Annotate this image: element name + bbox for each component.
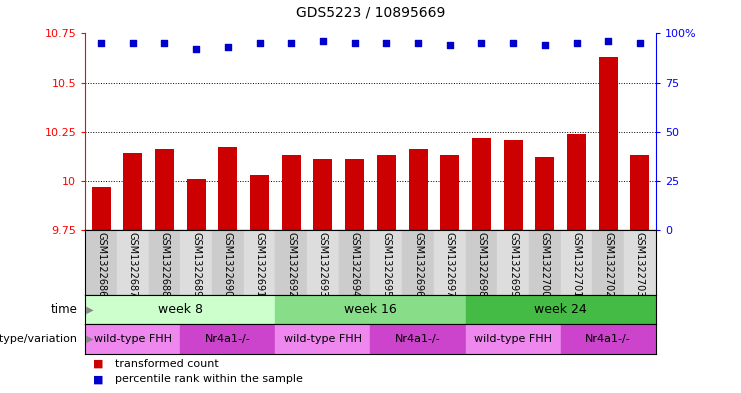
Text: genotype/variation: genotype/variation xyxy=(0,334,78,344)
Text: GSM1322686: GSM1322686 xyxy=(96,233,106,298)
Text: GSM1322689: GSM1322689 xyxy=(191,233,201,298)
Text: week 8: week 8 xyxy=(158,303,203,316)
Point xyxy=(285,40,297,46)
Text: week 24: week 24 xyxy=(534,303,587,316)
Bar xyxy=(149,230,180,295)
Bar xyxy=(631,155,649,230)
Bar xyxy=(402,230,434,295)
Text: GSM1322692: GSM1322692 xyxy=(286,233,296,298)
Point xyxy=(222,44,233,50)
Bar xyxy=(92,187,110,230)
Point xyxy=(317,38,329,44)
Bar xyxy=(377,155,396,230)
Point xyxy=(253,40,265,46)
Text: GSM1322691: GSM1322691 xyxy=(255,233,265,298)
Bar xyxy=(307,230,339,295)
Bar xyxy=(187,179,206,230)
Bar xyxy=(567,134,586,230)
Bar xyxy=(370,230,402,295)
Bar xyxy=(624,230,656,295)
Bar xyxy=(561,230,592,295)
Text: GSM1322699: GSM1322699 xyxy=(508,233,518,298)
Bar xyxy=(85,230,117,295)
Text: transformed count: transformed count xyxy=(115,358,219,369)
Point xyxy=(507,40,519,46)
Text: time: time xyxy=(51,303,78,316)
Bar xyxy=(85,324,180,354)
Bar xyxy=(276,295,465,324)
Point xyxy=(380,40,392,46)
Text: week 16: week 16 xyxy=(344,303,397,316)
Bar xyxy=(465,295,656,324)
Bar xyxy=(434,230,465,295)
Text: wild-type FHH: wild-type FHH xyxy=(474,334,552,344)
Text: GSM1322700: GSM1322700 xyxy=(540,233,550,298)
Bar xyxy=(244,230,276,295)
Text: GSM1322695: GSM1322695 xyxy=(382,233,391,298)
Point xyxy=(602,38,614,44)
Bar xyxy=(155,149,174,230)
Bar xyxy=(313,159,333,230)
Point xyxy=(127,40,139,46)
Point xyxy=(159,40,170,46)
Bar xyxy=(465,230,497,295)
Bar xyxy=(440,155,459,230)
Text: ▶: ▶ xyxy=(83,305,93,314)
Text: GSM1322698: GSM1322698 xyxy=(476,233,486,298)
Bar xyxy=(117,230,149,295)
Text: wild-type FHH: wild-type FHH xyxy=(284,334,362,344)
Bar xyxy=(282,155,301,230)
Point xyxy=(476,40,488,46)
Text: GSM1322703: GSM1322703 xyxy=(635,233,645,298)
Bar xyxy=(408,149,428,230)
Text: GSM1322687: GSM1322687 xyxy=(127,233,138,298)
Point xyxy=(190,46,202,52)
Text: GDS5223 / 10895669: GDS5223 / 10895669 xyxy=(296,6,445,20)
Bar xyxy=(497,230,529,295)
Text: Nr4a1-/-: Nr4a1-/- xyxy=(395,334,441,344)
Bar xyxy=(535,157,554,230)
Text: GSM1322693: GSM1322693 xyxy=(318,233,328,298)
Text: ■: ■ xyxy=(93,374,103,384)
Text: GSM1322697: GSM1322697 xyxy=(445,233,455,298)
Bar xyxy=(504,140,522,230)
Bar xyxy=(465,324,561,354)
Text: Nr4a1-/-: Nr4a1-/- xyxy=(205,334,250,344)
Point xyxy=(539,42,551,48)
Text: GSM1322696: GSM1322696 xyxy=(413,233,423,298)
Point xyxy=(412,40,424,46)
Point xyxy=(571,40,582,46)
Text: Nr4a1-/-: Nr4a1-/- xyxy=(585,334,631,344)
Bar xyxy=(592,230,624,295)
Point xyxy=(634,40,646,46)
Text: wild-type FHH: wild-type FHH xyxy=(94,334,172,344)
Text: ▶: ▶ xyxy=(83,334,93,344)
Bar xyxy=(561,324,656,354)
Bar xyxy=(212,230,244,295)
Point xyxy=(444,42,456,48)
Point xyxy=(95,40,107,46)
Text: GSM1322690: GSM1322690 xyxy=(223,233,233,298)
Text: GSM1322701: GSM1322701 xyxy=(571,233,582,298)
Bar xyxy=(276,324,370,354)
Bar xyxy=(276,230,307,295)
Text: GSM1322702: GSM1322702 xyxy=(603,233,614,298)
Bar xyxy=(339,230,370,295)
Bar xyxy=(472,138,491,230)
Text: GSM1322694: GSM1322694 xyxy=(350,233,359,298)
Bar xyxy=(529,230,561,295)
Bar xyxy=(85,295,276,324)
Point xyxy=(349,40,361,46)
Bar xyxy=(370,324,465,354)
Bar xyxy=(219,147,237,230)
Bar xyxy=(123,153,142,230)
Bar xyxy=(180,324,276,354)
Bar xyxy=(345,159,364,230)
Bar xyxy=(180,230,212,295)
Text: ■: ■ xyxy=(93,358,103,369)
Text: percentile rank within the sample: percentile rank within the sample xyxy=(115,374,303,384)
Bar xyxy=(250,175,269,230)
Text: GSM1322688: GSM1322688 xyxy=(159,233,170,298)
Bar xyxy=(599,57,618,230)
